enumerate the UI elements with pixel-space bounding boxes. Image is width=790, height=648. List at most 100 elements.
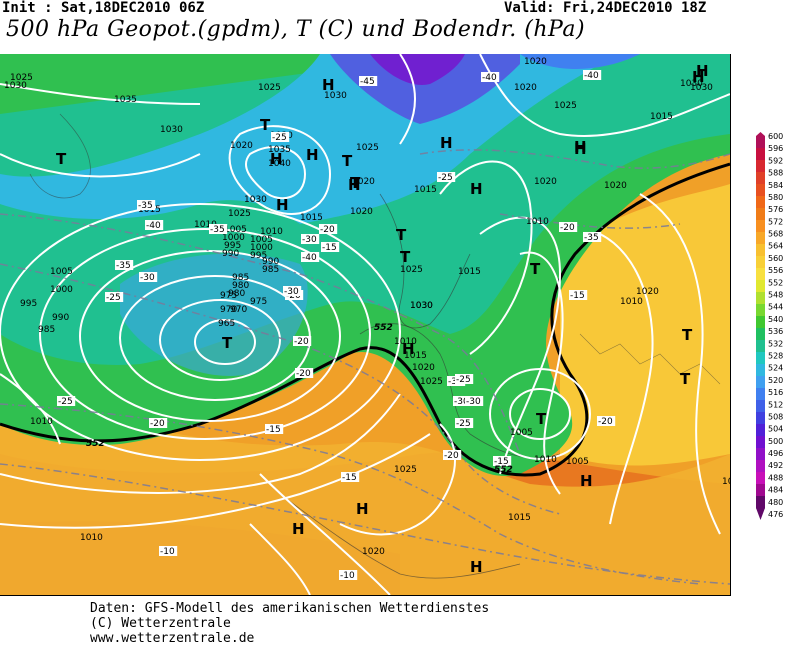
pressure-label: 1025 (228, 209, 251, 219)
svg-text:-40: -40 (584, 71, 599, 81)
temperature-label: -15 (569, 290, 588, 301)
colorbar-swatch (756, 400, 765, 413)
colorbar-swatch (756, 424, 765, 437)
svg-text:990: 990 (262, 257, 279, 267)
svg-text:1005: 1005 (566, 457, 589, 467)
pressure-label: 1020 (352, 177, 375, 187)
temperature-label: -30 (301, 234, 320, 245)
svg-text:1010: 1010 (80, 533, 103, 543)
svg-text:1010: 1010 (526, 217, 549, 227)
pressure-label: 1010 (722, 477, 731, 487)
svg-text:-30: -30 (466, 397, 481, 407)
pressure-label: 1005 (224, 225, 247, 235)
svg-text:1025: 1025 (400, 265, 423, 275)
svg-text:-25: -25 (106, 293, 121, 303)
temperature-label: -10 (339, 570, 358, 581)
pressure-label: 985 (232, 273, 249, 283)
colorbar-level-label: 520 (768, 376, 783, 385)
svg-text:1030: 1030 (244, 195, 267, 205)
colorbar-swatch (756, 376, 765, 389)
pressure-label: 1035 (268, 145, 291, 155)
footer-copyright: (C) Wetterzentrale (90, 616, 231, 631)
pressure-label: 1020 (362, 547, 385, 557)
colorbar-swatch (756, 136, 765, 149)
svg-text:1015: 1015 (414, 185, 437, 195)
pressure-label: 995 (224, 241, 241, 251)
temperature-label: -20 (319, 224, 338, 235)
pressure-label: 1005 (50, 267, 73, 277)
svg-text:1005: 1005 (250, 235, 273, 245)
colorbar-swatch (756, 496, 765, 509)
svg-text:1030: 1030 (324, 91, 347, 101)
svg-text:1020: 1020 (230, 141, 253, 151)
temperature-label: -30 (453, 396, 472, 407)
colorbar-swatch (756, 352, 765, 365)
temperature-label: -25 (105, 292, 124, 303)
svg-text:-20: -20 (150, 419, 165, 429)
svg-text:1000: 1000 (250, 243, 273, 253)
temperature-label: -25 (271, 132, 290, 143)
pressure-label: 1030 (680, 79, 703, 89)
svg-text:1000: 1000 (50, 285, 73, 295)
pressure-label: 985 (38, 325, 55, 335)
pressure-label: 1020 (230, 141, 253, 151)
temperature-label: -15 (265, 424, 284, 435)
svg-text:-25: -25 (272, 133, 287, 143)
pressure-label: 990 (222, 249, 239, 259)
low-pressure-center: T (400, 248, 411, 266)
low-pressure-center: T (56, 150, 67, 168)
svg-text:1010: 1010 (722, 477, 731, 487)
high-pressure-center: H (276, 196, 289, 214)
colorbar-level-label: 488 (768, 473, 783, 482)
pressure-label: 1030 (324, 91, 347, 101)
temperature-label: -20 (559, 222, 578, 233)
pressure-label: 975 (220, 291, 237, 301)
colorbar: 600 596 592 588 584 580 576 572 568 564 560 556 552 5… (756, 132, 783, 520)
pressure-label: 1015 (414, 185, 437, 195)
low-pressure-center: T (536, 410, 547, 428)
temperature-label: -40 (301, 252, 320, 263)
svg-text:-35: -35 (210, 225, 225, 235)
temperature-label: -20 (293, 336, 312, 347)
colorbar-swatch (756, 220, 765, 233)
svg-text:-35: -35 (138, 201, 153, 211)
pressure-label: 1025 (400, 265, 423, 275)
valid-time: Valid: Fri,24DEC2010 18Z (504, 0, 707, 16)
pressure-label: 1005 (250, 235, 273, 245)
pressure-label: 990 (52, 313, 69, 323)
pressure-label: 1010 (80, 533, 103, 543)
high-pressure-center: H (356, 500, 369, 518)
svg-text:995: 995 (20, 299, 37, 309)
svg-text:-20: -20 (598, 417, 613, 427)
svg-text:1035: 1035 (114, 95, 137, 105)
svg-text:985: 985 (262, 265, 279, 275)
colorbar-level-label: 588 (768, 169, 783, 178)
colorbar-level-label: 500 (768, 437, 783, 446)
pressure-label: 1030 (410, 301, 433, 311)
pressure-label: 1020 (604, 181, 627, 191)
svg-text:1025: 1025 (228, 209, 251, 219)
pressure-label: 995 (20, 299, 37, 309)
svg-text:1030: 1030 (690, 83, 713, 93)
svg-text:1010: 1010 (260, 227, 283, 237)
svg-text:980: 980 (232, 281, 249, 291)
colorbar-level-label: 504 (768, 425, 783, 434)
svg-text:1030: 1030 (410, 301, 433, 311)
svg-text:975: 975 (250, 297, 267, 307)
colorbar-swatch (756, 208, 765, 221)
svg-text:1020: 1020 (514, 83, 537, 93)
colorbar-level-label: 600 (768, 132, 783, 141)
svg-text:1020: 1020 (412, 363, 435, 373)
init-time: Init : Sat,18DEC2010 06Z (2, 0, 205, 16)
temperature-label: -30 (139, 272, 158, 283)
pressure-label: 1020 (514, 83, 537, 93)
svg-text:1010: 1010 (30, 417, 53, 427)
footer-website: www.wetterzentrale.de (90, 631, 255, 646)
pressure-label: 1015 (300, 213, 323, 223)
low-pressure-center: T (350, 174, 361, 192)
pressure-label: 1010 (194, 220, 217, 230)
colorbar-top-arrow (756, 132, 765, 136)
pressure-label: 1010 (534, 455, 557, 465)
svg-text:1010: 1010 (394, 337, 417, 347)
colorbar-swatch (756, 448, 765, 461)
